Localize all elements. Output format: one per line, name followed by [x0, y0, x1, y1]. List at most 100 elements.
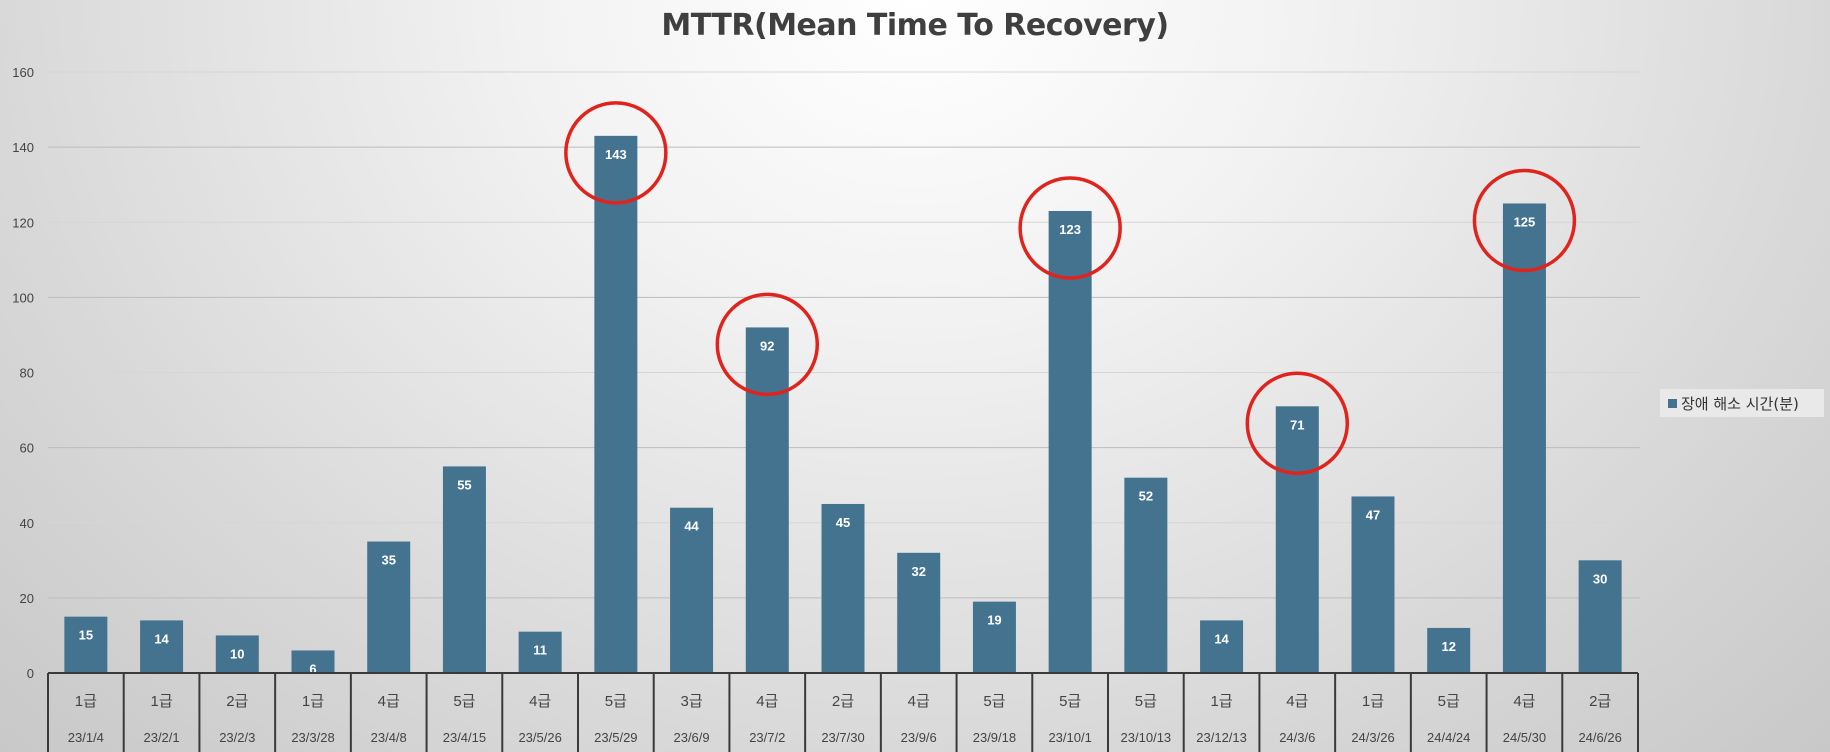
- x-grade-label: 1급: [1210, 693, 1232, 710]
- x-grade-label: 1급: [150, 693, 172, 710]
- bar: [1275, 406, 1319, 673]
- y-tick-label: 60: [20, 441, 34, 456]
- highlight-circle: [715, 292, 820, 397]
- bar: [897, 552, 941, 673]
- y-tick-label: 20: [20, 591, 34, 606]
- legend: 장애 해소 시간(분): [1660, 389, 1824, 417]
- x-tick-label: 23/9/18: [973, 730, 1016, 745]
- x-grade-label: 2급: [832, 693, 854, 710]
- bar: [64, 616, 108, 673]
- x-tick-label: 23/5/26: [518, 730, 561, 745]
- x-tick-label: 23/10/13: [1121, 730, 1172, 745]
- bar-value-label: 6: [309, 661, 316, 676]
- x-grade-label: 5급: [1135, 693, 1157, 710]
- x-grade-label: 4급: [756, 693, 778, 710]
- y-tick-label: 40: [20, 516, 34, 531]
- y-tick-label: 160: [12, 65, 34, 80]
- bar: [140, 620, 184, 673]
- bar-value-label: 32: [911, 564, 925, 579]
- x-tick-label: 23/3/28: [291, 730, 334, 745]
- bar: [1048, 210, 1092, 673]
- bar: [1578, 560, 1622, 673]
- bar-value-label: 143: [605, 147, 627, 162]
- bar: [745, 327, 789, 673]
- x-tick-label: 23/1/4: [68, 730, 104, 745]
- x-tick-label: 23/2/1: [143, 730, 179, 745]
- bar-value-label: 55: [457, 477, 471, 492]
- bar: [1124, 477, 1168, 673]
- highlight-circle: [1245, 371, 1350, 476]
- y-tick-label: 120: [12, 215, 34, 230]
- x-grade-label: 2급: [226, 693, 248, 710]
- x-grade-label: 4급: [1286, 693, 1308, 710]
- x-tick-label: 24/3/6: [1279, 730, 1315, 745]
- bar: [442, 466, 486, 673]
- x-grade-label: 4급: [908, 693, 930, 710]
- bar-value-label: 14: [154, 631, 169, 646]
- bar: [1351, 496, 1395, 673]
- x-tick-label: 24/3/26: [1351, 730, 1394, 745]
- x-grade-label: 4급: [529, 693, 551, 710]
- x-grade-label: 5급: [453, 693, 475, 710]
- bar-value-label: 125: [1514, 214, 1536, 229]
- bar: [518, 631, 562, 673]
- x-tick-label: 24/6/26: [1578, 730, 1621, 745]
- x-tick-label: 23/2/3: [219, 730, 255, 745]
- x-tick-label: 23/4/8: [371, 730, 407, 745]
- x-grade-label: 5급: [1438, 693, 1460, 710]
- highlight-circle: [564, 101, 668, 205]
- x-tick-label: 23/7/30: [821, 730, 864, 745]
- x-tick-label: 23/10/1: [1048, 730, 1091, 745]
- y-tick-label: 80: [20, 366, 34, 381]
- highlight-circle: [1018, 176, 1122, 280]
- x-grade-label: 5급: [605, 693, 627, 710]
- highlight-circle: [1472, 168, 1577, 273]
- x-grade-label: 4급: [1513, 693, 1535, 710]
- y-tick-label: 0: [27, 666, 34, 681]
- legend-swatch: [1668, 398, 1677, 408]
- x-tick-label: 24/4/24: [1427, 730, 1470, 745]
- bar-value-label: 44: [684, 519, 699, 534]
- bar-value-label: 15: [79, 628, 93, 643]
- x-grade-label: 1급: [75, 693, 97, 710]
- bar-value-label: 35: [381, 553, 395, 568]
- x-tick-label: 23/12/13: [1196, 730, 1247, 745]
- bar-value-label: 52: [1139, 489, 1153, 504]
- x-grade-label: 4급: [378, 693, 400, 710]
- bar: [215, 635, 259, 673]
- bar-value-label: 45: [836, 515, 850, 530]
- bar-value-label: 10: [230, 646, 244, 661]
- bar: [291, 650, 335, 673]
- bar: [670, 507, 714, 673]
- chart-title: MTTR(Mean Time To Recovery): [661, 8, 1169, 43]
- x-grade-label: 1급: [1362, 693, 1384, 710]
- bar: [972, 601, 1016, 673]
- bar: [1200, 620, 1244, 673]
- x-grade-label: 5급: [983, 693, 1005, 710]
- bar-value-label: 19: [987, 613, 1001, 628]
- x-tick-label: 24/5/30: [1503, 730, 1546, 745]
- x-tick-label: 23/4/15: [443, 730, 486, 745]
- bar: [594, 135, 638, 673]
- bar: [1427, 627, 1471, 673]
- bar-value-label: 123: [1059, 222, 1081, 237]
- x-tick-label: 23/6/9: [673, 730, 709, 745]
- bar-value-label: 14: [1214, 631, 1229, 646]
- x-grade-label: 3급: [680, 693, 702, 710]
- bar-value-label: 12: [1441, 639, 1455, 654]
- x-tick-label: 23/9/6: [901, 730, 937, 745]
- x-tick-label: 23/7/2: [749, 730, 785, 745]
- y-tick-label: 100: [12, 290, 34, 305]
- x-grade-label: 2급: [1589, 693, 1611, 710]
- y-tick-label: 140: [12, 140, 34, 155]
- bar: [821, 503, 865, 673]
- x-grade-label: 1급: [302, 693, 324, 710]
- bar: [1502, 203, 1546, 673]
- bar-value-label: 71: [1290, 417, 1304, 432]
- bar-value-label: 30: [1593, 571, 1607, 586]
- bar-value-label: 92: [760, 338, 774, 353]
- legend-label: 장애 해소 시간(분): [1681, 394, 1799, 413]
- bar-value-label: 11: [533, 643, 547, 658]
- x-grade-label: 5급: [1059, 693, 1081, 710]
